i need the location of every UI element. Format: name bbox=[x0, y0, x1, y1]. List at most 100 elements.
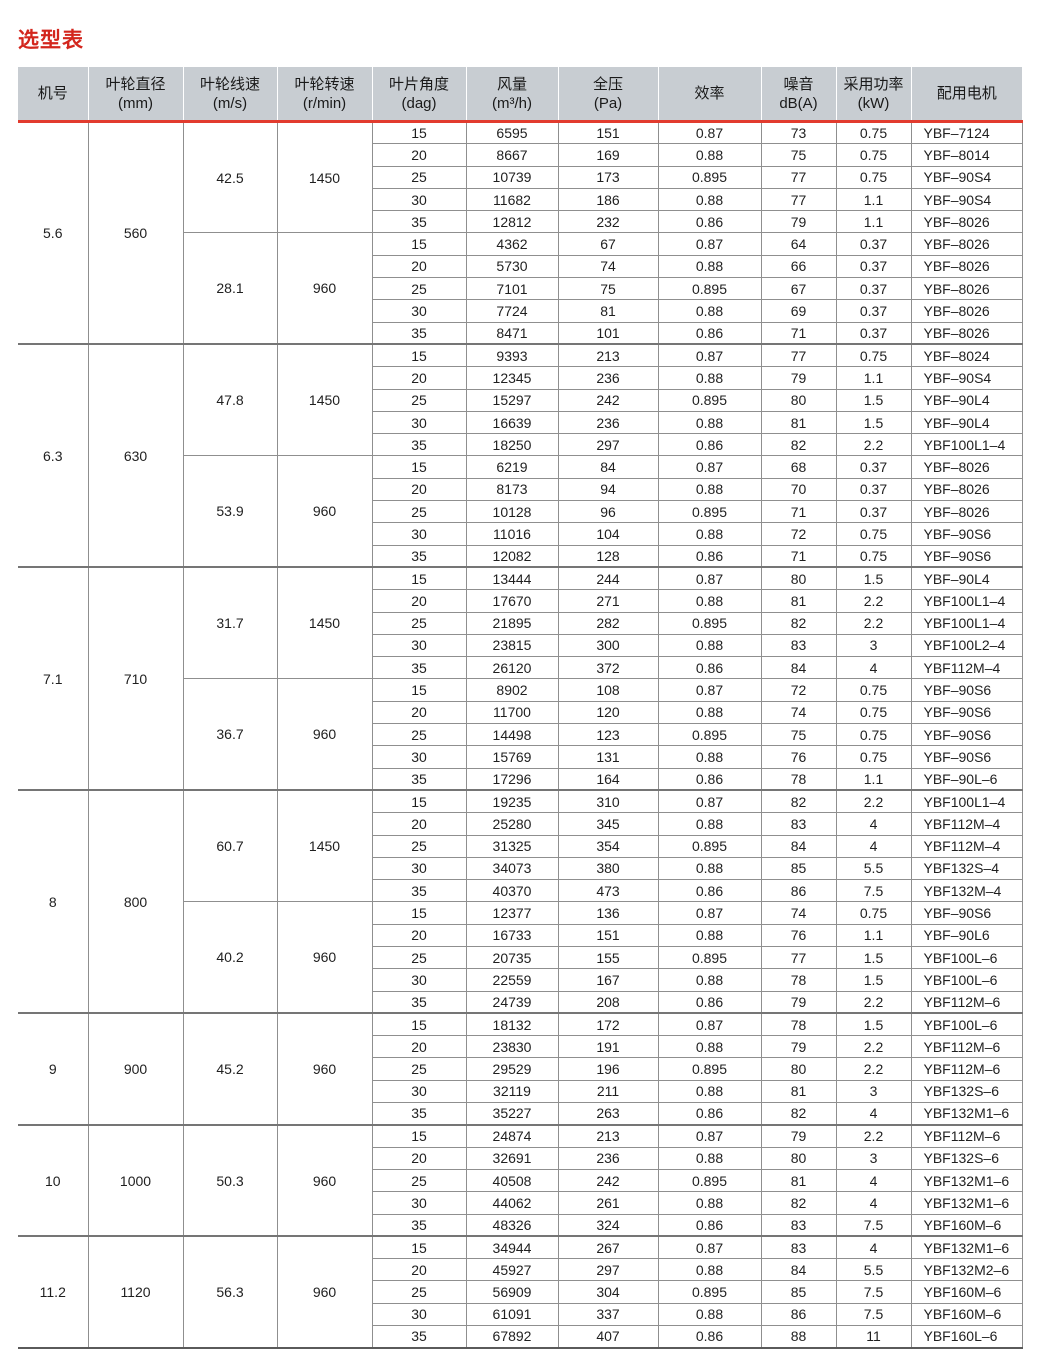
efficiency-cell: 0.895 bbox=[657, 1168, 762, 1193]
power-cell: 4 bbox=[835, 1235, 912, 1260]
table-row: 25 7101 75 0.895 67 0.37 YBF–8026 bbox=[18, 277, 1023, 301]
diameter-cell: 800 bbox=[87, 789, 184, 1014]
motor-cell: YBF112M–6 bbox=[910, 1057, 1023, 1081]
noise-cell: 77 bbox=[760, 187, 837, 212]
pressure-cell: 354 bbox=[557, 834, 659, 858]
noise-cell: 81 bbox=[760, 1079, 837, 1104]
efficiency-cell: 0.87 bbox=[657, 455, 762, 479]
airflow-cell: 8173 bbox=[465, 477, 559, 502]
pressure-cell: 155 bbox=[557, 945, 659, 970]
motor-cell: YBF132M1–6 bbox=[910, 1102, 1023, 1126]
column-header-unit: dB(A) bbox=[779, 94, 818, 112]
model-cell: 11.2 bbox=[18, 1235, 89, 1349]
power-cell: 3 bbox=[835, 633, 912, 658]
table-row: 30 32119 211 0.88 81 3 YBF132S–6 bbox=[18, 1079, 1023, 1104]
table-row: 30 11016 104 0.88 72 0.75 YBF–90S6 bbox=[18, 522, 1023, 546]
rpm-cell: 960 bbox=[276, 455, 373, 568]
noise-cell: 79 bbox=[760, 990, 837, 1014]
pressure-cell: 213 bbox=[557, 343, 659, 368]
pressure-cell: 151 bbox=[557, 923, 659, 947]
angle-cell: 35 bbox=[371, 321, 467, 345]
table-row: 25 21895 282 0.895 82 2.2 YBF100L1–4 bbox=[18, 611, 1023, 635]
efficiency-cell: 0.88 bbox=[657, 187, 762, 212]
angle-cell: 35 bbox=[371, 767, 467, 791]
angle-cell: 30 bbox=[371, 1302, 467, 1327]
pressure-cell: 167 bbox=[557, 968, 659, 992]
angle-cell: 35 bbox=[371, 656, 467, 680]
noise-cell: 88 bbox=[760, 1325, 837, 1349]
table-row: 35 26120 372 0.86 84 4 YBF112M–4 bbox=[18, 656, 1023, 680]
efficiency-cell: 0.895 bbox=[657, 723, 762, 747]
pressure-cell: 81 bbox=[557, 299, 659, 323]
angle-cell: 25 bbox=[371, 1168, 467, 1193]
rpm-cell: 960 bbox=[276, 1123, 373, 1237]
noise-cell: 71 bbox=[760, 544, 837, 568]
angle-cell: 15 bbox=[371, 1235, 467, 1260]
model-cell: 5.6 bbox=[18, 120, 89, 345]
table-row: 20 12345 236 0.88 79 1.1 YBF–90S4 bbox=[18, 366, 1023, 390]
rpm-cell: 960 bbox=[276, 678, 373, 791]
angle-cell: 25 bbox=[371, 388, 467, 412]
line-speed-cell: 28.1 bbox=[182, 232, 278, 345]
pressure-cell: 242 bbox=[557, 1168, 659, 1193]
noise-cell: 78 bbox=[760, 968, 837, 992]
motor-cell: YBF132M2–6 bbox=[910, 1258, 1023, 1282]
pressure-cell: 304 bbox=[557, 1280, 659, 1304]
airflow-cell: 10128 bbox=[465, 500, 559, 524]
angle-cell: 35 bbox=[371, 990, 467, 1014]
power-cell: 1.5 bbox=[835, 945, 912, 970]
noise-cell: 84 bbox=[760, 1258, 837, 1282]
line-speed-cell: 36.7 bbox=[182, 678, 278, 791]
motor-cell: YBF–90S6 bbox=[910, 700, 1023, 725]
efficiency-cell: 0.87 bbox=[657, 232, 762, 256]
power-cell: 7.5 bbox=[835, 879, 912, 903]
power-cell: 2.2 bbox=[835, 1035, 912, 1059]
airflow-cell: 12812 bbox=[465, 210, 559, 234]
efficiency-cell: 0.895 bbox=[657, 165, 762, 189]
angle-cell: 30 bbox=[371, 856, 467, 881]
efficiency-cell: 0.87 bbox=[657, 901, 762, 925]
angle-cell: 20 bbox=[371, 477, 467, 502]
efficiency-cell: 0.86 bbox=[657, 656, 762, 680]
airflow-cell: 24874 bbox=[465, 1123, 559, 1148]
motor-cell: YBF–8026 bbox=[910, 254, 1023, 279]
noise-cell: 86 bbox=[760, 879, 837, 903]
table-row: 25 40508 242 0.895 81 4 YBF132M1–6 bbox=[18, 1168, 1023, 1193]
pressure-cell: 208 bbox=[557, 990, 659, 1014]
pressure-cell: 74 bbox=[557, 254, 659, 279]
pressure-cell: 236 bbox=[557, 366, 659, 390]
diameter-cell: 1000 bbox=[87, 1123, 184, 1237]
angle-cell: 25 bbox=[371, 277, 467, 301]
noise-cell: 81 bbox=[760, 1168, 837, 1193]
column-header-label: 噪音 bbox=[783, 75, 814, 93]
airflow-cell: 7101 bbox=[465, 277, 559, 301]
efficiency-cell: 0.86 bbox=[657, 879, 762, 903]
efficiency-cell: 0.895 bbox=[657, 277, 762, 301]
angle-cell: 25 bbox=[371, 1280, 467, 1304]
pressure-cell: 191 bbox=[557, 1035, 659, 1059]
pressure-cell: 196 bbox=[557, 1057, 659, 1081]
airflow-cell: 35227 bbox=[465, 1102, 559, 1126]
efficiency-cell: 0.88 bbox=[657, 143, 762, 167]
column-header-unit: (mm) bbox=[118, 94, 153, 112]
pressure-cell: 282 bbox=[557, 611, 659, 635]
table-row: 30 22559 167 0.88 78 1.5 YBF100L–6 bbox=[18, 968, 1023, 992]
airflow-cell: 12377 bbox=[465, 901, 559, 925]
airflow-cell: 61091 bbox=[465, 1302, 559, 1327]
noise-cell: 71 bbox=[760, 500, 837, 524]
airflow-cell: 31325 bbox=[465, 834, 559, 858]
angle-cell: 20 bbox=[371, 1258, 467, 1282]
column-header: 叶轮直径 (mm) bbox=[87, 67, 183, 123]
noise-cell: 79 bbox=[760, 1035, 837, 1059]
line-speed-cell: 42.5 bbox=[182, 120, 278, 234]
angle-cell: 20 bbox=[371, 1035, 467, 1059]
angle-cell: 30 bbox=[371, 968, 467, 992]
efficiency-cell: 0.895 bbox=[657, 388, 762, 412]
power-cell: 4 bbox=[835, 812, 912, 836]
pressure-cell: 131 bbox=[557, 745, 659, 769]
efficiency-cell: 0.86 bbox=[657, 1102, 762, 1126]
angle-cell: 15 bbox=[371, 678, 467, 702]
column-header-label: 叶片角度 bbox=[388, 75, 449, 93]
noise-cell: 84 bbox=[760, 834, 837, 858]
efficiency-cell: 0.88 bbox=[657, 1191, 762, 1215]
